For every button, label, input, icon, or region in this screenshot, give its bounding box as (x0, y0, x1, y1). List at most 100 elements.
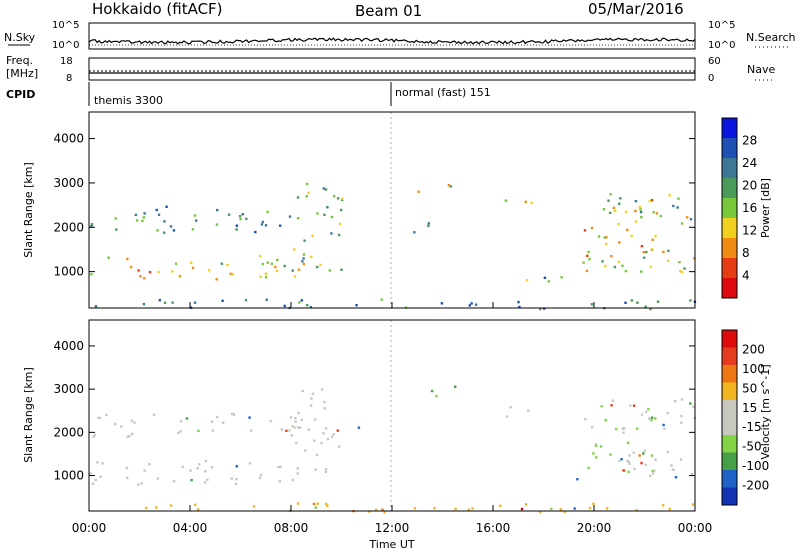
echo-cell (642, 452, 645, 455)
echo-cell (326, 437, 330, 441)
echo-cell (277, 465, 280, 469)
echo-cell (204, 470, 207, 473)
echo-cell (131, 432, 134, 436)
echo-cell (433, 507, 436, 510)
echo-cell (524, 503, 528, 506)
colorbar-tick-label: 50 (742, 381, 757, 395)
echo-cell (311, 392, 315, 395)
echo-cell (474, 303, 478, 306)
echo-cell (638, 206, 642, 209)
colorbar-tick-label: 100 (742, 362, 765, 376)
echo-cell (210, 420, 214, 423)
echo-cell (599, 445, 603, 448)
echo-cell (635, 509, 638, 512)
x-axis-label: Time UT (368, 538, 414, 551)
echo-cell (163, 301, 167, 304)
echo-cell (330, 232, 333, 235)
echo-cell (623, 427, 626, 430)
echo-cell (617, 222, 620, 226)
y-tick-label: 1000 (53, 469, 84, 483)
echo-cell (316, 212, 319, 215)
colorbar-tick-label: 28 (742, 134, 757, 148)
echo-cell (206, 478, 209, 481)
echo-cell (659, 214, 662, 218)
echo-cell (126, 476, 129, 480)
echo-cell (649, 265, 652, 268)
echo-cell (307, 428, 310, 431)
echo-cell (293, 248, 296, 251)
echo-cell (640, 245, 644, 248)
echo-cell (543, 307, 546, 310)
echo-cell (413, 507, 417, 510)
echo-cell (680, 414, 683, 418)
echo-cell (626, 459, 629, 463)
echo-cell (179, 420, 183, 423)
echo-cell (169, 504, 173, 507)
echo-cell (278, 480, 281, 483)
echo-cell (258, 476, 262, 480)
echo-cell (194, 503, 197, 507)
echo-cell (601, 260, 604, 263)
echo-cell (559, 508, 563, 511)
echo-cell (375, 508, 378, 511)
echo-cell (142, 302, 146, 306)
echo-cell (627, 460, 631, 463)
echo-cell (293, 275, 297, 278)
echo-cell (618, 202, 621, 205)
echo-cell (171, 301, 174, 304)
echo-cell (524, 200, 527, 203)
echo-cell (291, 478, 295, 482)
echo-cell (323, 400, 326, 404)
echo-cell (605, 236, 608, 239)
echo-cell (245, 217, 248, 221)
echo-cell (592, 502, 595, 505)
echo-cell (137, 483, 140, 486)
echo-cell (191, 266, 195, 270)
echo-cell (105, 413, 108, 417)
echo-cell (266, 210, 269, 213)
echo-cell (636, 301, 639, 304)
echo-cell (165, 205, 168, 208)
echo-cell (172, 229, 176, 232)
echo-cell (689, 299, 692, 302)
echo-cell (608, 211, 612, 215)
echo-cell (296, 426, 300, 429)
echo-cell (266, 261, 269, 264)
colorbar-swatch (722, 417, 737, 436)
velocity-colorbar: 200 100 50 15 -15 -50 -100 -200 (721, 329, 769, 506)
echo-cell (630, 234, 633, 238)
echo-cell (604, 419, 607, 422)
echo-cell (320, 388, 324, 391)
echo-cell (235, 465, 238, 468)
colorbar-swatch (722, 178, 737, 199)
echo-cell (185, 417, 189, 420)
echo-cell (198, 463, 201, 466)
colorbar-tick-label: 15 (742, 401, 757, 415)
echo-cell (300, 299, 303, 302)
echo-cell (518, 305, 521, 309)
echo-cell (326, 504, 329, 507)
echo-cell (295, 441, 298, 445)
echo-cell (296, 196, 300, 199)
echo-cell (640, 216, 643, 219)
x-tick-label: 20:00 (577, 521, 612, 535)
echo-cell (297, 268, 301, 271)
echo-cell (613, 265, 617, 269)
echo-cell (668, 194, 671, 197)
echo-cell (677, 197, 680, 200)
x-tick-label: 00:00 (72, 521, 107, 535)
echo-cell (355, 304, 358, 307)
echo-cell (325, 502, 328, 506)
echo-cell (125, 466, 129, 470)
noise-sky-line (88, 37, 696, 45)
echo-cell (467, 508, 471, 511)
echo-cell (550, 507, 553, 510)
colorbar-swatch (722, 138, 737, 159)
echo-cell (674, 476, 678, 479)
echo-cell (612, 206, 616, 210)
echo-cell (314, 506, 317, 509)
echo-cell (241, 213, 244, 216)
power-colorbar: 28 24 20 16 12 8 4 (721, 117, 757, 299)
echo-cell (261, 262, 265, 266)
echo-cell (651, 472, 655, 475)
